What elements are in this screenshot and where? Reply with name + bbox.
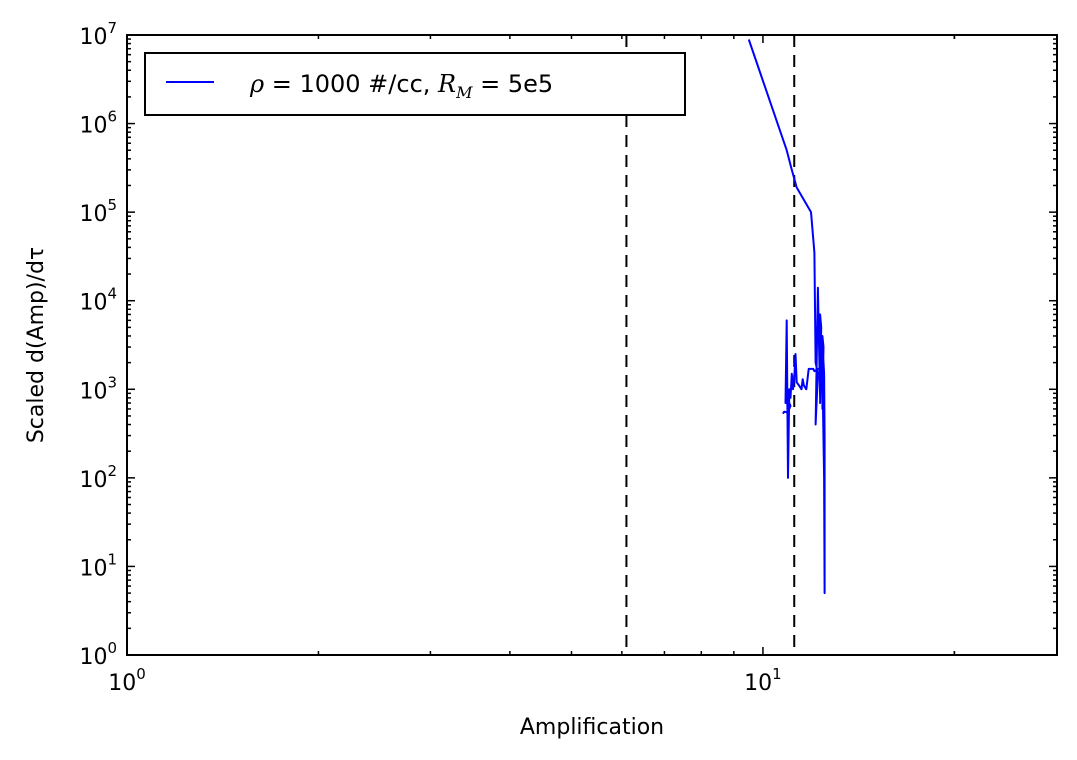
legend-label: ρ = 1000 #/cc, RM = 5e5	[249, 70, 553, 102]
legend-box	[144, 52, 686, 116]
x-tick-label: 101	[744, 665, 782, 696]
y-tick-label: 101	[79, 550, 117, 581]
y-axis-label: Scaled d(Amp)/dτ	[24, 247, 49, 443]
series-layer	[747, 39, 826, 595]
axis-ticks: 100 101 100 101 102 103 104 105 106 107	[79, 19, 1057, 696]
plot-frame	[126, 34, 1058, 656]
y-tick-label: 107	[79, 19, 117, 50]
x-tick-label: 100	[108, 665, 146, 696]
y-tick-label: 102	[79, 462, 117, 493]
legend-sub: M	[455, 83, 473, 102]
legend: ρ = 1000 #/cc, RM = 5e5	[144, 52, 686, 116]
legend-eq2: = 5e5	[473, 70, 554, 98]
legend-rho: ρ	[249, 70, 264, 98]
reference-lines	[625, 35, 796, 655]
y-tick-label: 103	[79, 373, 117, 404]
legend-r: R	[437, 70, 456, 98]
series-line-0	[747, 39, 826, 595]
y-tick-label: 106	[79, 108, 117, 139]
y-tick-label: 105	[79, 196, 117, 227]
y-tick-label: 104	[79, 285, 117, 316]
x-axis-label: Amplification	[520, 715, 664, 740]
y-tick-label: 100	[79, 639, 117, 670]
legend-eq1: = 1000 #/cc,	[264, 70, 438, 98]
